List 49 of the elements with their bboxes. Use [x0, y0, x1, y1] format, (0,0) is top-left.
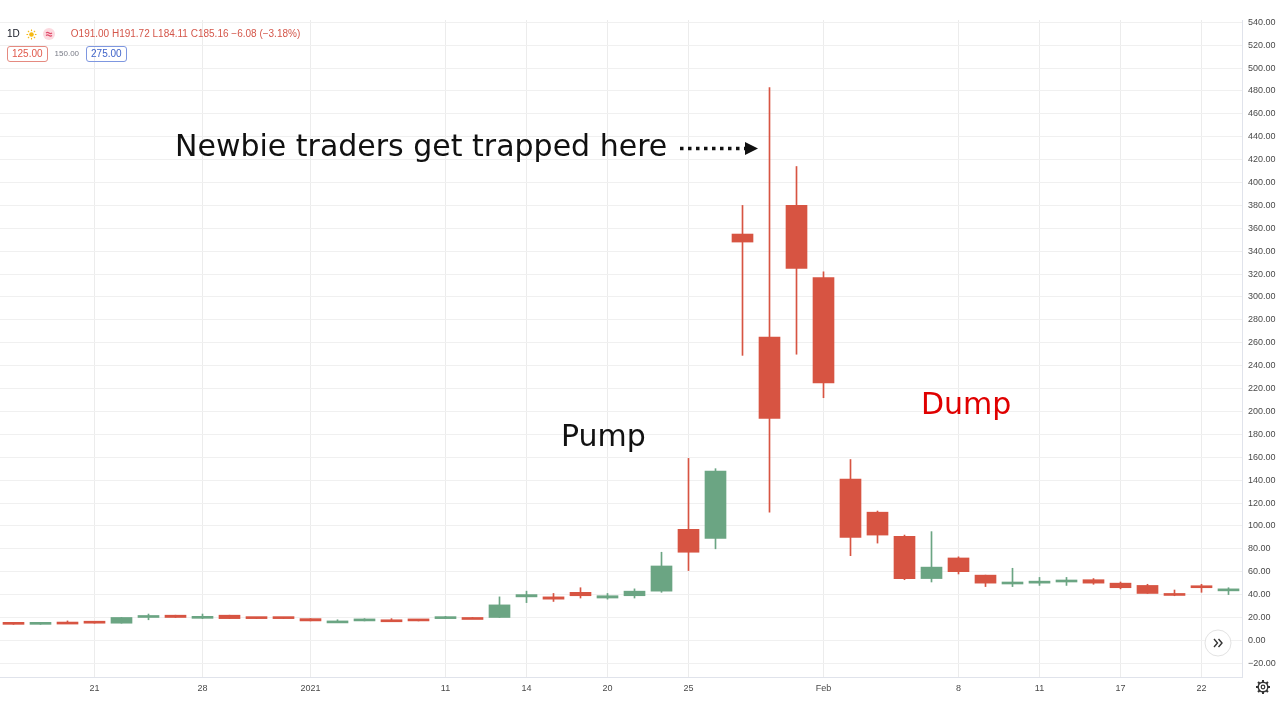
x-tick-label: 11	[440, 682, 451, 693]
annotation: 125.00	[7, 46, 48, 62]
y-tick-label: 420.00	[1248, 154, 1276, 165]
y-tick-label: 480.00	[1248, 85, 1276, 96]
annotation: Pump	[561, 418, 646, 453]
annotation: Dump	[921, 386, 1012, 421]
y-tick-label: 500.00	[1248, 62, 1276, 73]
x-tick-label: 22	[1196, 682, 1207, 693]
y-tick-label: 460.00	[1248, 108, 1276, 119]
x-tick-label: Feb	[815, 682, 832, 693]
x-tick-label: 28	[197, 682, 208, 693]
y-tick-label: 40.00	[1248, 589, 1271, 600]
y-tick-label: 160.00	[1248, 451, 1276, 462]
y-tick-label: 400.00	[1248, 177, 1276, 188]
x-tick-label: 11	[1034, 682, 1045, 693]
y-tick-label: 340.00	[1248, 245, 1276, 256]
x-tick-label: 14	[521, 682, 532, 693]
x-tick-label: 17	[1115, 682, 1126, 693]
x-tick-label: 8	[955, 682, 962, 693]
y-tick-label: 20.00	[1248, 611, 1271, 622]
y-tick-label: 220.00	[1248, 383, 1276, 394]
text: 1D	[7, 27, 20, 41]
annotation: O191.00 H191.72 L184.11 C185.16 −6.08 (−3.18%)	[70, 27, 301, 41]
y-tick-label: 260.00	[1248, 337, 1276, 348]
y-tick-label: 300.00	[1248, 291, 1276, 302]
y-tick-label: 200.00	[1248, 405, 1276, 416]
x-tick-label: 20	[602, 682, 613, 693]
y-tick-label: 120.00	[1248, 497, 1276, 508]
y-tick-label: 520.00	[1248, 39, 1276, 50]
y-tick-label: 60.00	[1248, 566, 1271, 577]
y-tick-label: 320.00	[1248, 268, 1276, 279]
y-tick-label: 440.00	[1248, 131, 1276, 142]
y-tick-label: 360.00	[1248, 222, 1276, 233]
x-tick-label: 2021	[300, 682, 321, 693]
y-tick-label: 140.00	[1248, 474, 1276, 485]
y-tick-label: 180.00	[1248, 428, 1276, 439]
y-tick-label: 540.00	[1248, 16, 1276, 27]
annotation: 275.00	[86, 46, 127, 62]
y-tick-label: 280.00	[1248, 314, 1276, 325]
y-tick-label: 0.00	[1248, 634, 1266, 645]
x-tick-label: 21	[89, 682, 100, 693]
annotation: 150.00	[54, 48, 80, 60]
y-tick-label: 380.00	[1248, 199, 1276, 210]
y-tick-label: −20.00	[1248, 657, 1276, 668]
y-tick-label: 100.00	[1248, 520, 1276, 531]
annotation: Newbie traders get trapped here	[175, 128, 668, 163]
y-tick-label: 240.00	[1248, 360, 1276, 371]
y-tick-label: 80.00	[1248, 543, 1271, 554]
x-tick-label: 25	[683, 682, 694, 693]
